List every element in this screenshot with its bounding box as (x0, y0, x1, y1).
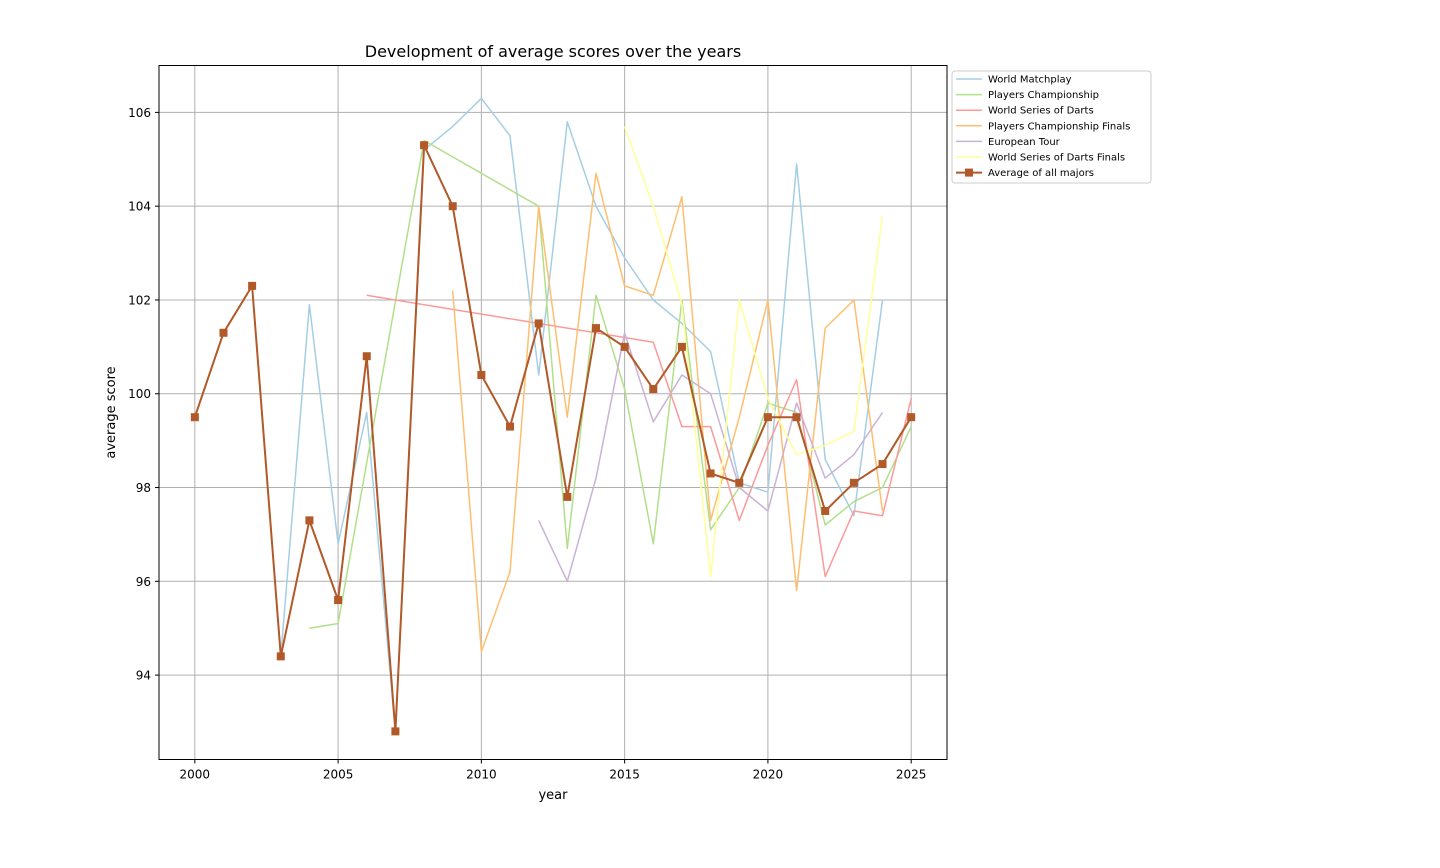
y-tick-label: 100 (128, 387, 151, 401)
series-line-world-matchplay (280, 97, 884, 733)
legend-label-average-of-all-majors: Average of all majors (988, 168, 1094, 179)
series-lines (193, 97, 913, 733)
data-point-average-of-all-majors (305, 516, 314, 525)
series-line-players-championship (309, 139, 912, 629)
y-tick-label: 96 (136, 575, 151, 589)
legend-items: World Matchplay Players Championship World… (956, 75, 1130, 179)
series-line-world-series-of-darts (366, 294, 912, 578)
data-point-average-of-all-majors (907, 413, 916, 422)
x-axis-label: year (538, 788, 568, 803)
data-point-average-of-all-majors (276, 652, 285, 661)
data-point-average-of-all-majors (849, 478, 858, 487)
grid (159, 65, 947, 760)
data-point-average-of-all-majors (248, 281, 257, 290)
legend-label-players-championship: Players Championship (988, 90, 1099, 101)
data-point-average-of-all-majors (591, 324, 600, 333)
data-point-average-of-all-majors (219, 328, 228, 337)
data-point-average-of-all-majors (362, 352, 371, 361)
series-line-average-of-all-majors (193, 144, 913, 733)
legend-frame (951, 70, 1152, 184)
y-axis-ticks: 94 96 98 100 102 104 106 (128, 106, 159, 683)
y-tick-label: 106 (128, 106, 151, 120)
x-tick-label: 2005 (323, 768, 354, 782)
data-point-average-of-all-majors (677, 342, 686, 351)
data-point-average-of-all-majors (735, 478, 744, 487)
data-point-average-of-all-majors (563, 492, 572, 501)
y-tick-label: 102 (128, 293, 151, 307)
legend-marker-average-of-all-majors (965, 168, 973, 177)
legend-label-world-matchplay: World Matchplay (988, 75, 1072, 86)
data-point-average-of-all-majors (420, 141, 429, 150)
y-tick-label: 98 (136, 481, 151, 495)
data-point-average-of-all-majors (792, 413, 801, 422)
legend-label-world-series-of-darts: World Series of Darts (988, 106, 1094, 117)
y-tick-label: 94 (136, 669, 151, 683)
data-point-average-of-all-majors (506, 422, 515, 431)
series-line-players-championship-finals (451, 172, 884, 653)
data-point-average-of-all-majors (477, 370, 486, 379)
x-tick-label: 2010 (466, 768, 497, 782)
x-tick-label: 2015 (609, 768, 640, 782)
x-tick-label: 2020 (753, 768, 784, 782)
data-point-average-of-all-majors (534, 319, 543, 328)
data-point-average-of-all-majors (448, 202, 457, 211)
legend: World Matchplay Players Championship World… (951, 70, 1152, 184)
data-point-average-of-all-majors (649, 385, 658, 394)
data-point-average-of-all-majors (391, 727, 400, 736)
x-axis-ticks: 2000 2005 2010 2015 2020 2025 (180, 759, 927, 782)
plot-frame (158, 65, 948, 760)
series-markers (190, 141, 916, 736)
data-point-average-of-all-majors (821, 506, 830, 515)
y-tick-label: 104 (128, 200, 151, 214)
legend-label-european-tour: European Tour (988, 137, 1061, 148)
data-point-average-of-all-majors (334, 596, 343, 605)
chart-title: Development of average scores over the y… (365, 42, 741, 61)
data-point-average-of-all-majors (763, 413, 772, 422)
legend-label-players-championship-finals: Players Championship Finals (988, 121, 1130, 132)
data-point-average-of-all-majors (878, 460, 887, 469)
y-axis-label: average score (104, 366, 119, 458)
x-tick-label: 2000 (180, 768, 211, 782)
x-tick-label: 2025 (896, 768, 927, 782)
data-point-average-of-all-majors (190, 413, 199, 422)
data-point-average-of-all-majors (620, 342, 629, 351)
legend-label-world-series-of-darts-finals: World Series of Darts Finals (988, 153, 1125, 164)
series-line-european-tour (538, 332, 884, 583)
data-point-average-of-all-majors (706, 469, 715, 478)
series-line-world-series-of-darts-finals (623, 126, 884, 578)
